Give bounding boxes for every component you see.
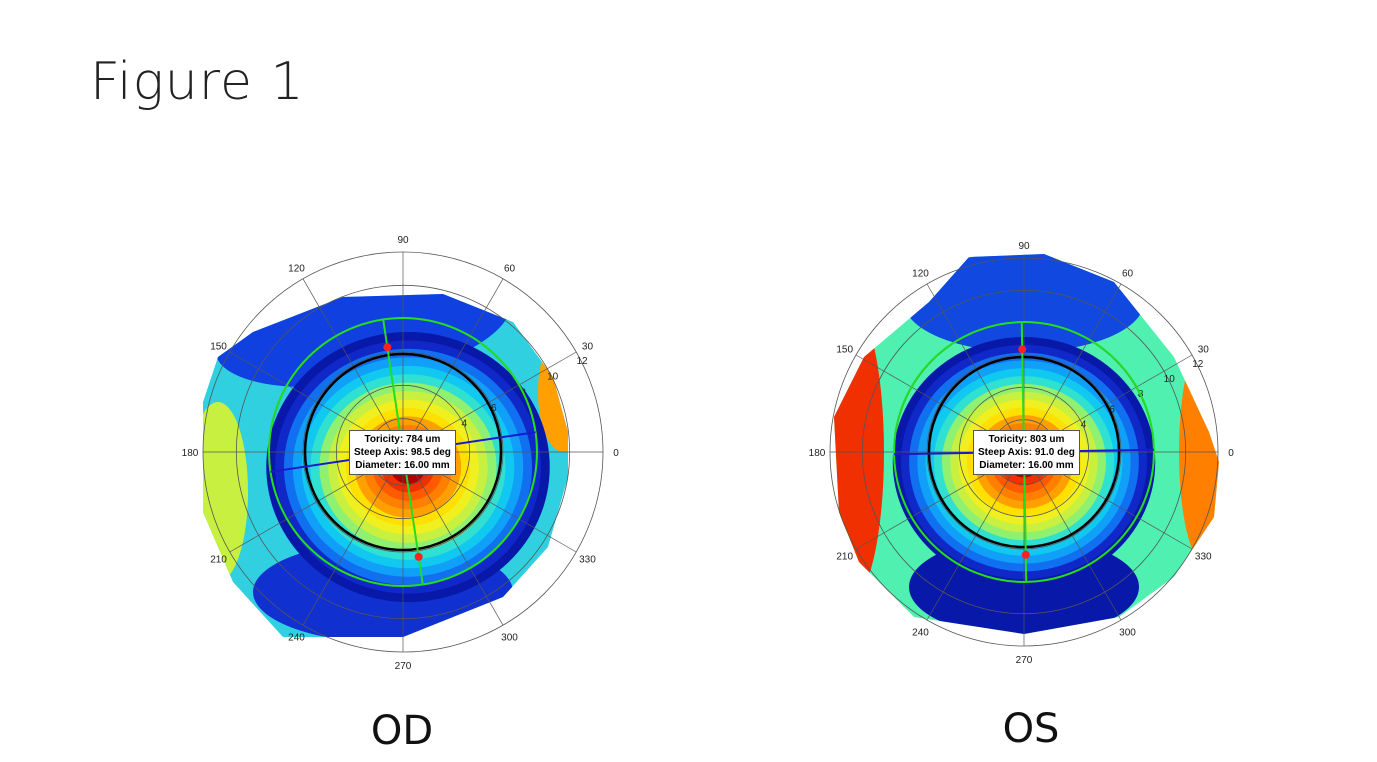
- od-radius-label: 6: [491, 403, 497, 414]
- os-polar-grid: 030609012015018021024027030033024681012: [809, 241, 1235, 666]
- slide-title: Figure 1: [90, 52, 305, 112]
- os-angle-label: 330: [1195, 552, 1212, 563]
- os-angle-label: 300: [1119, 627, 1136, 638]
- os-marker-bottom: [1021, 550, 1030, 559]
- os-radius-label: 6: [1109, 404, 1115, 415]
- od-angle-label: 180: [182, 448, 199, 459]
- od-angle-label: 90: [397, 235, 409, 246]
- od-marker-top: [383, 343, 392, 352]
- od-grid-spoke: [402, 278, 504, 453]
- od-grid-spoke: [302, 451, 404, 626]
- os-marker-top: [1018, 345, 1027, 354]
- os-grid-spoke: [926, 283, 1025, 453]
- os-diameter: Diameter: 16.00 mm: [979, 460, 1074, 471]
- od-angle-label: 330: [579, 555, 596, 566]
- od-grid-spoke: [302, 278, 404, 453]
- os-angle-label: 240: [912, 627, 929, 638]
- od-radius-label: 4: [462, 419, 468, 430]
- os-black-zone-circle: [927, 355, 1121, 549]
- os-angle-label: 180: [809, 448, 826, 459]
- od-angle-label: 240: [288, 632, 305, 643]
- od-angle-label: 60: [504, 264, 516, 275]
- os-radius-label: 4: [1081, 420, 1087, 431]
- od-angle-label: 270: [395, 661, 412, 672]
- od-marker-bottom: [414, 552, 423, 561]
- os-radius-label: 10: [1164, 374, 1176, 385]
- os-angle-label: 90: [1018, 241, 1030, 252]
- od-diameter: Diameter: 16.00 mm: [355, 460, 450, 471]
- os-angle-label: 270: [1016, 655, 1033, 666]
- os-angle-label: 60: [1122, 269, 1134, 280]
- od-angle-label: 0: [613, 448, 619, 459]
- od-black-zone-circle: [303, 352, 503, 552]
- os-radius-label: 12: [1192, 359, 1204, 370]
- od-label: OD: [370, 708, 434, 754]
- os-angle-label: 120: [912, 269, 929, 280]
- os-info-box: Toricity: 803 um Steep Axis: 91.0 deg Di…: [973, 430, 1080, 475]
- od-info-box: Toricity: 784 um Steep Axis: 98.5 deg Di…: [349, 430, 456, 475]
- od-heatmap: [203, 294, 568, 637]
- os-angle-label: 210: [836, 552, 853, 563]
- od-radius-label: 10: [547, 372, 559, 383]
- os-toricity: Toricity: 803 um: [988, 434, 1065, 445]
- od-angle-label: 150: [210, 342, 227, 353]
- od-angle-label: 120: [288, 264, 305, 275]
- os-angle-label: 30: [1198, 345, 1210, 356]
- od-grid-spoke: [402, 451, 504, 626]
- os-green-zone-circle: [893, 321, 1155, 583]
- os-grid-spoke: [1023, 451, 1122, 621]
- od-steep-axis: Steep Axis: 98.5 deg: [354, 447, 451, 458]
- os-steep-axis: Steep Axis: 91.0 deg: [978, 447, 1075, 458]
- od-toricity: Toricity: 784 um: [364, 434, 441, 445]
- od-green-zone-circle: [268, 317, 538, 587]
- os-angle-label: 150: [836, 345, 853, 356]
- od-radius-label: 12: [576, 356, 588, 367]
- od-polar-grid: 030609012015018021024027030033024681012: [182, 235, 620, 672]
- os-grid-spoke: [926, 451, 1025, 621]
- od-angle-label: 210: [210, 555, 227, 566]
- os-label: OS: [1002, 706, 1060, 752]
- od-angle-label: 30: [582, 342, 594, 353]
- os-angle-label: 0: [1228, 448, 1234, 459]
- os-grid-spoke: [1023, 283, 1122, 453]
- od-angle-label: 300: [501, 632, 518, 643]
- od-left-lobe: [203, 402, 248, 582]
